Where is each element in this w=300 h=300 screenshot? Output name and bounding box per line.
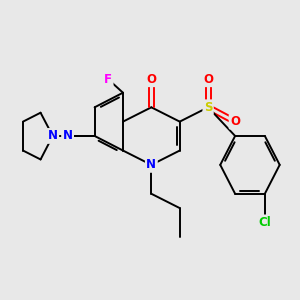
Text: O: O [146,73,156,86]
Text: S: S [204,101,212,114]
Text: N: N [48,129,58,142]
Text: Cl: Cl [259,216,271,229]
Text: O: O [230,115,240,128]
Text: N: N [63,129,73,142]
Text: F: F [104,73,112,86]
Text: O: O [203,73,213,86]
Text: N: N [146,158,156,171]
